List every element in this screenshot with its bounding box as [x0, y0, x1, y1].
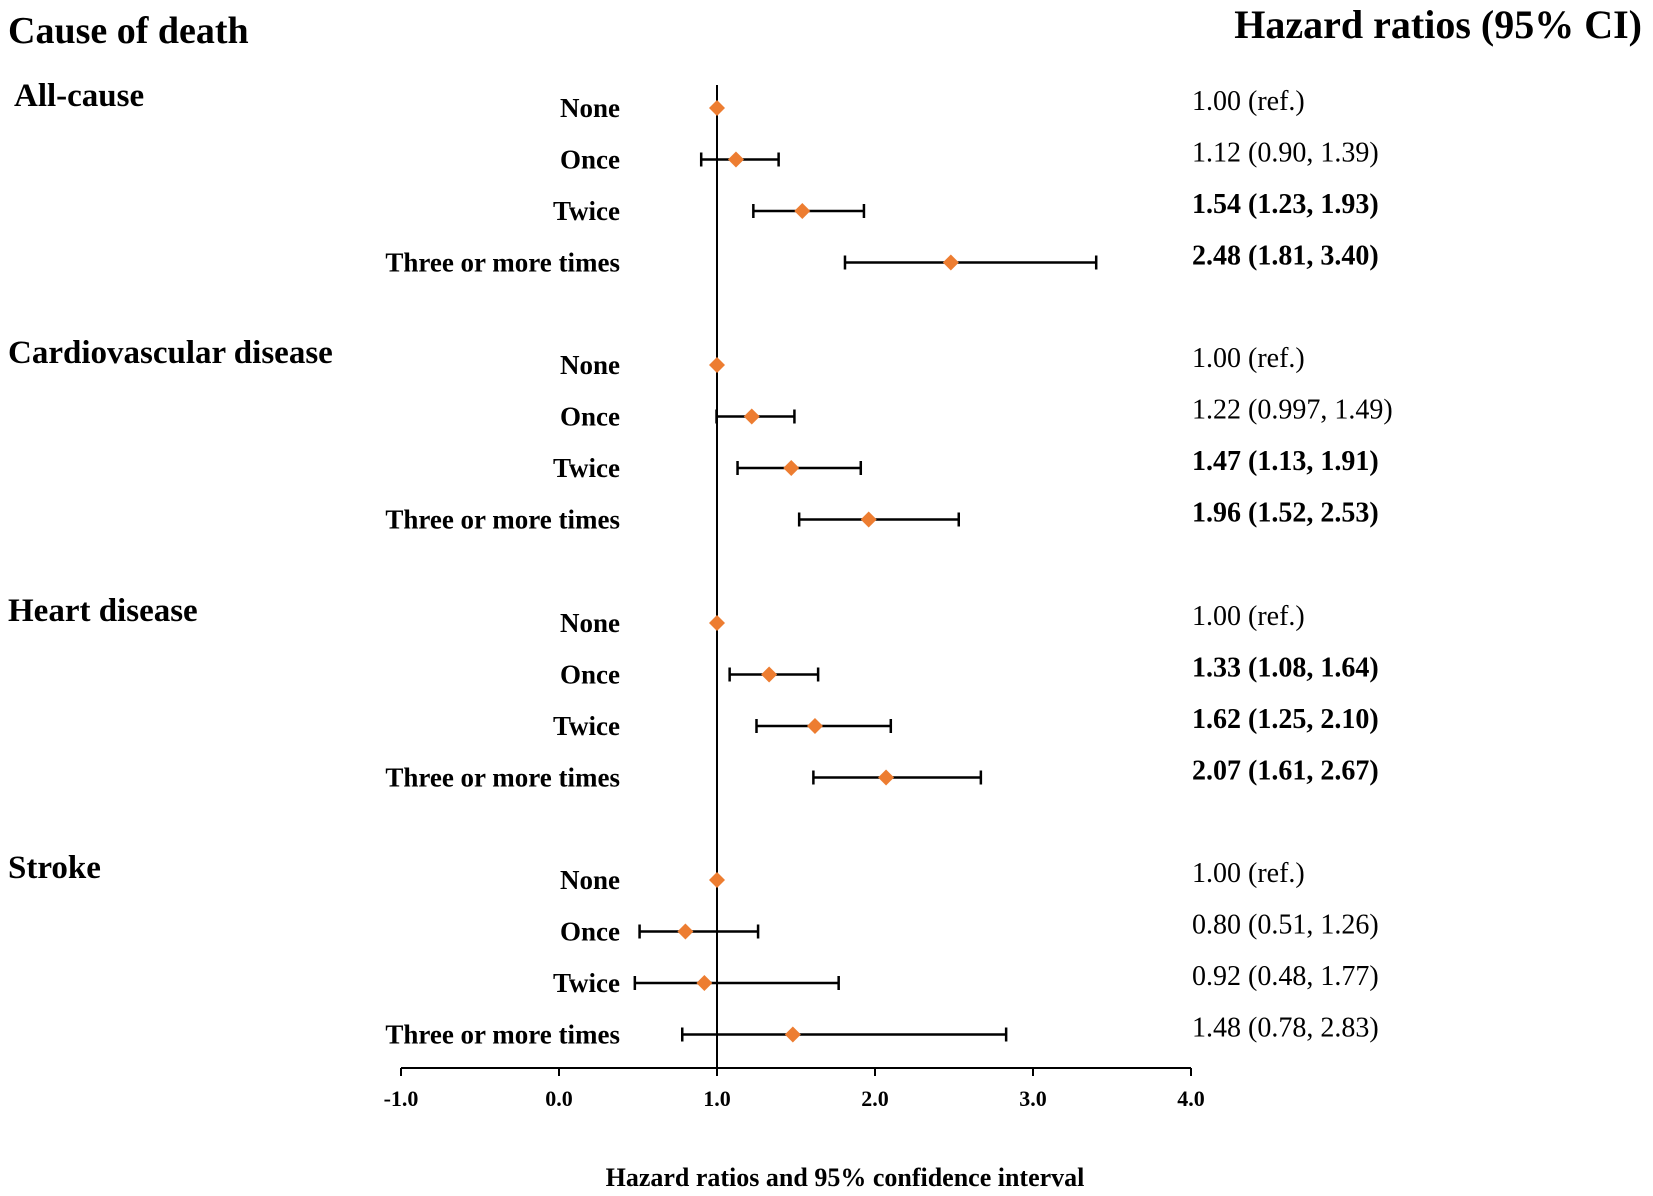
hr-point: [784, 1026, 801, 1043]
hr-value: 1.22 (0.997, 1.49): [1192, 395, 1393, 426]
row-label: Once: [560, 917, 620, 947]
hr-value: 1.00 (ref.): [1192, 858, 1305, 889]
row-label: Three or more times: [385, 505, 620, 535]
row-label: Three or more times: [385, 1020, 620, 1050]
hr-value: 1.48 (0.78, 2.83): [1192, 1013, 1379, 1044]
hr-point: [761, 666, 778, 683]
row-label: Twice: [553, 711, 620, 741]
hr-point: [783, 460, 800, 476]
hr-value: 0.92 (0.48, 1.77): [1192, 961, 1379, 992]
row-label: Twice: [553, 453, 620, 483]
hr-value: 1.47 (1.13, 1.91): [1192, 446, 1379, 477]
hr-value: 1.00 (ref.): [1192, 86, 1305, 117]
x-tick-label: 4.0: [1177, 1086, 1205, 1111]
row-label: Once: [560, 402, 620, 432]
row-label: None: [560, 608, 620, 638]
hr-value: 1.12 (0.90, 1.39): [1192, 138, 1379, 169]
hr-value: 1.33 (1.08, 1.64): [1192, 653, 1379, 684]
hr-point: [709, 100, 725, 116]
x-tick-label: 2.0: [861, 1086, 889, 1111]
hr-value: 0.80 (0.51, 1.26): [1192, 910, 1379, 941]
hr-value: 2.48 (1.81, 3.40): [1192, 241, 1379, 272]
x-tick-label: 3.0: [1019, 1086, 1047, 1111]
hr-point: [709, 615, 725, 631]
row-label: Three or more times: [385, 248, 620, 278]
hr-point: [677, 923, 694, 940]
row-label: None: [560, 350, 620, 380]
x-axis-title: Hazard ratios and 95% confidence interva…: [606, 1163, 1085, 1192]
cause-of-death-title: Cause of death: [8, 10, 249, 52]
hr-point: [860, 511, 877, 528]
hr-point: [709, 357, 725, 373]
hr-point: [727, 151, 744, 168]
hr-point: [794, 203, 811, 219]
group-label: Cardiovascular disease: [8, 335, 333, 371]
group-label: Stroke: [8, 850, 101, 886]
group-label: All-cause: [14, 78, 144, 114]
hr-value: 1.96 (1.52, 2.53): [1192, 498, 1379, 529]
row-label: Twice: [553, 196, 620, 226]
hr-point: [942, 254, 959, 271]
row-label: None: [560, 93, 620, 123]
hr-point: [806, 718, 823, 734]
hr-value: 1.00 (ref.): [1192, 601, 1305, 632]
row-label: Three or more times: [385, 763, 620, 793]
hr-value: 2.07 (1.61, 2.67): [1192, 756, 1379, 787]
hr-value: 1.62 (1.25, 2.10): [1192, 704, 1379, 735]
plot-area: -1.0 0.0 1.0 2.0 3.0 4.0 All-cause None 1.00 (re…: [8, 78, 1393, 1111]
hr-point: [878, 769, 895, 786]
hr-point: [709, 872, 725, 888]
row-label: Once: [560, 145, 620, 175]
hr-point: [696, 975, 713, 991]
hazard-ratios-title: Hazard ratios (95% CI): [1234, 2, 1642, 47]
hr-value: 1.54 (1.23, 1.93): [1192, 189, 1379, 220]
x-tick-label: 0.0: [545, 1086, 573, 1111]
x-tick-label: -1.0: [384, 1086, 419, 1111]
row-label: Twice: [553, 968, 620, 998]
x-tick-label: 1.0: [703, 1086, 731, 1111]
hr-point: [743, 408, 760, 425]
row-label: None: [560, 865, 620, 895]
row-label: Once: [560, 660, 620, 690]
hr-value: 1.00 (ref.): [1192, 343, 1305, 374]
group-label: Heart disease: [8, 593, 198, 629]
